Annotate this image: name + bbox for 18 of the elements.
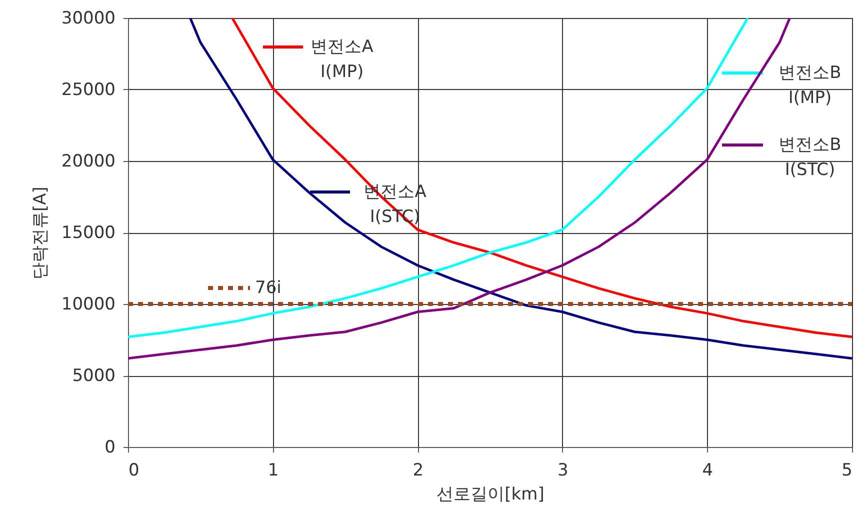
x-tick-label: 4 — [702, 460, 714, 480]
legend-label: 변전소A I(MP) — [310, 37, 374, 82]
y-tick-label: 5000 — [72, 366, 116, 386]
y-tick-label: 0 — [104, 438, 116, 458]
y-tick-label: 20000 — [61, 152, 116, 172]
y-tick-label: 15000 — [61, 223, 116, 243]
y-tick-label: 25000 — [61, 80, 116, 100]
y-tick-label: 10000 — [61, 294, 116, 314]
x-tick-label: 0 — [128, 460, 140, 480]
y-axis-title: 단락전류[A] — [30, 186, 50, 280]
x-tick-label: 3 — [557, 460, 568, 480]
legend-label: 변전소B I(STC) — [778, 135, 842, 180]
legend-label: 변전소B I(MP) — [778, 63, 842, 108]
x-tick-label: 2 — [412, 460, 424, 480]
x-tick-label: 5 — [842, 460, 852, 480]
x-tick-label: 1 — [268, 460, 279, 480]
y-tick-label: 30000 — [61, 8, 116, 28]
x-axis-title: 선로길이[km] — [436, 484, 544, 504]
